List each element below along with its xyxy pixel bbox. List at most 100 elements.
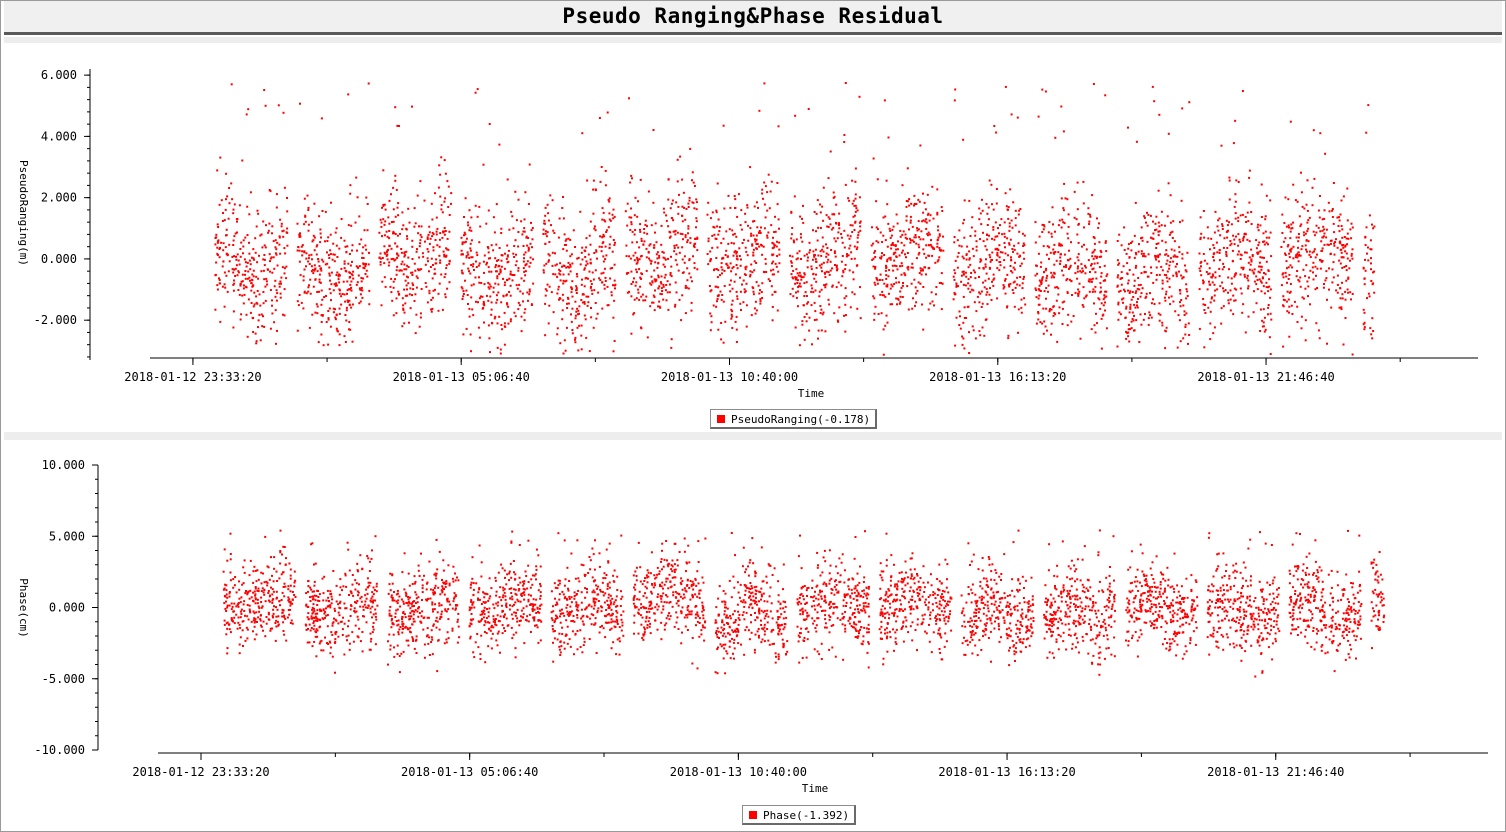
data-point xyxy=(361,631,364,633)
data-point xyxy=(400,263,403,266)
data-point xyxy=(307,209,310,211)
data-point xyxy=(296,249,299,252)
data-point xyxy=(745,282,748,285)
data-point xyxy=(1041,276,1044,279)
data-point xyxy=(291,598,294,601)
data-point xyxy=(808,241,811,244)
data-point xyxy=(1209,310,1212,313)
data-point xyxy=(1066,278,1069,280)
data-point xyxy=(275,206,278,209)
data-point xyxy=(569,270,572,273)
data-point xyxy=(827,271,830,274)
data-point xyxy=(485,263,488,266)
data-point xyxy=(803,272,806,275)
data-point xyxy=(487,251,490,254)
data-point xyxy=(605,229,608,232)
data-point xyxy=(357,618,360,621)
data-point xyxy=(524,308,527,311)
data-point xyxy=(1160,265,1163,268)
data-point xyxy=(278,282,281,285)
data-point xyxy=(311,590,314,593)
data-point xyxy=(894,251,897,254)
data-point xyxy=(957,285,960,288)
data-point xyxy=(1296,270,1299,272)
data-point xyxy=(235,591,238,594)
data-point xyxy=(762,245,765,248)
data-point xyxy=(222,570,225,573)
data-point xyxy=(1267,286,1270,289)
data-point xyxy=(995,248,998,251)
data-point xyxy=(1157,189,1160,192)
data-point xyxy=(236,604,239,607)
data-point xyxy=(248,604,251,607)
data-point xyxy=(1137,250,1140,253)
data-point xyxy=(448,214,451,216)
data-point xyxy=(1037,252,1040,255)
data-point xyxy=(358,287,361,290)
data-point xyxy=(891,242,894,244)
data-point xyxy=(899,290,902,293)
data-point xyxy=(880,257,883,260)
data-point xyxy=(443,230,446,233)
data-point xyxy=(844,287,847,290)
data-point xyxy=(243,559,246,562)
data-point xyxy=(805,312,808,315)
data-point xyxy=(923,252,926,255)
data-point xyxy=(831,284,834,287)
data-point xyxy=(886,283,889,286)
data-point xyxy=(325,599,328,602)
data-point xyxy=(494,282,497,285)
data-point xyxy=(906,237,908,240)
data-point xyxy=(1296,321,1299,323)
data-point xyxy=(693,246,696,249)
data-point xyxy=(585,336,588,339)
data-point xyxy=(597,291,600,294)
data-point xyxy=(276,620,279,623)
data-point xyxy=(1049,308,1052,310)
data-point xyxy=(1212,332,1215,335)
data-point xyxy=(675,291,678,294)
data-point xyxy=(313,590,315,593)
data-point xyxy=(330,201,332,204)
data-point xyxy=(419,316,422,319)
data-point xyxy=(889,287,892,290)
data-point xyxy=(645,256,648,259)
data-point xyxy=(1222,290,1225,293)
data-point xyxy=(257,578,260,581)
data-point xyxy=(650,275,653,278)
data-point xyxy=(556,333,559,336)
data-point xyxy=(279,562,282,565)
data-point xyxy=(740,228,743,231)
data-point xyxy=(875,277,878,279)
data-point xyxy=(1176,346,1179,349)
data-point xyxy=(853,245,856,248)
data-point xyxy=(241,294,244,297)
data-point xyxy=(851,231,854,233)
data-point xyxy=(1050,235,1053,238)
data-point xyxy=(246,593,249,596)
data-point xyxy=(832,191,835,194)
data-point xyxy=(1213,252,1216,255)
data-point xyxy=(584,256,587,258)
data-point xyxy=(219,246,221,249)
data-point xyxy=(483,321,485,324)
data-point xyxy=(367,581,370,584)
data-point xyxy=(901,264,904,267)
data-point xyxy=(746,254,749,257)
data-point xyxy=(293,594,296,596)
data-point xyxy=(1019,265,1022,267)
data-point xyxy=(1282,276,1285,279)
data-point xyxy=(1048,309,1051,312)
data-point xyxy=(738,255,741,257)
data-point xyxy=(223,548,226,551)
data-point xyxy=(331,258,334,261)
data-point xyxy=(1059,243,1062,246)
data-point xyxy=(363,615,365,618)
data-point xyxy=(1367,292,1370,295)
data-point xyxy=(565,238,568,241)
data-point xyxy=(403,288,406,291)
data-point xyxy=(1085,248,1088,251)
data-point xyxy=(356,600,359,602)
data-point xyxy=(1069,264,1072,267)
data-point xyxy=(906,167,909,170)
